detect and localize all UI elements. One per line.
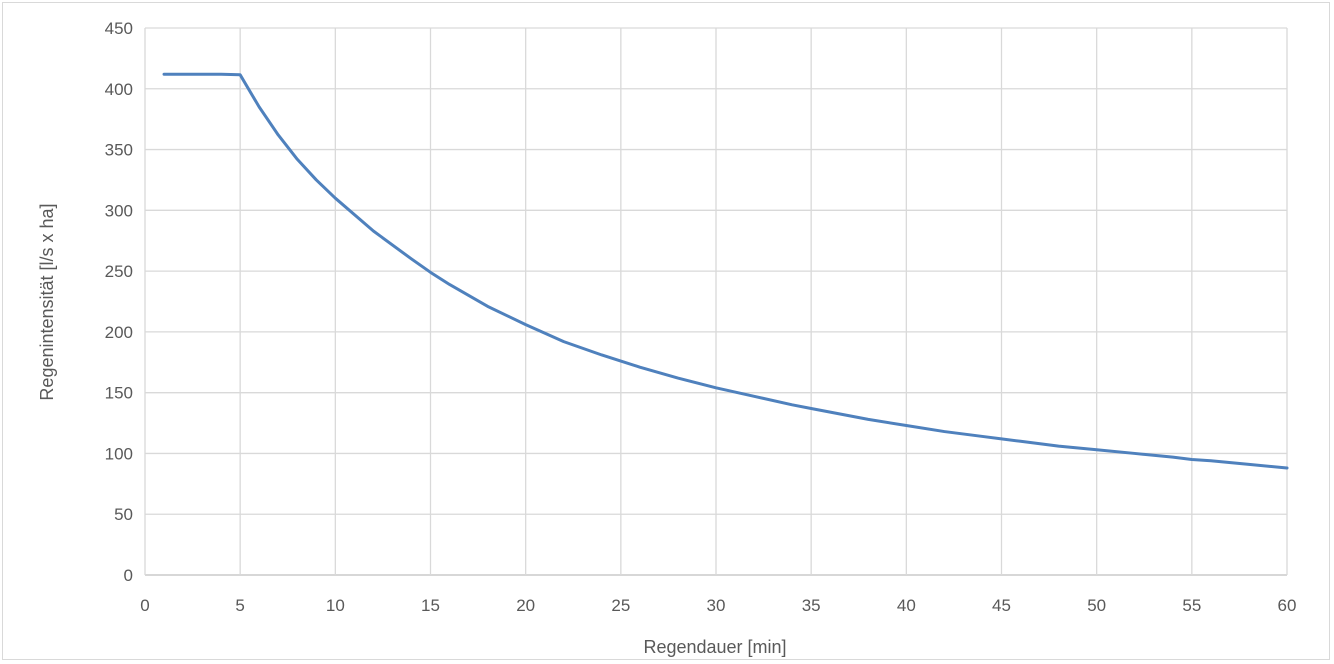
y-tick-label-350: 350 — [105, 141, 133, 160]
y-tick-label-150: 150 — [105, 384, 133, 403]
y-tick-label-400: 400 — [105, 80, 133, 99]
y-tick-label-200: 200 — [105, 323, 133, 342]
gridlines — [144, 27, 1288, 576]
series-line-0 — [162, 72, 1289, 470]
y-tick-label-450: 450 — [105, 19, 133, 38]
x-axis-title: Regendauer [min] — [643, 637, 786, 657]
x-tick-label-55: 55 — [1182, 596, 1201, 615]
y-tick-label-250: 250 — [105, 262, 133, 281]
x-tick-label-35: 35 — [802, 596, 821, 615]
y-tick-label-300: 300 — [105, 201, 133, 220]
x-tick-label-50: 50 — [1087, 596, 1106, 615]
x-axis-ticks: 0 5 10 15 20 25 30 35 40 45 50 55 60 — [140, 596, 1296, 615]
x-tick-label-60: 60 — [1278, 596, 1297, 615]
y-tick-label-100: 100 — [105, 444, 133, 463]
y-axis-ticks: 0 50 100 150 200 250 300 350 400 450 — [105, 19, 133, 585]
x-tick-label-20: 20 — [516, 596, 535, 615]
x-tick-label-40: 40 — [897, 596, 916, 615]
x-tick-label-15: 15 — [421, 596, 440, 615]
x-tick-label-0: 0 — [140, 596, 149, 615]
x-tick-label-10: 10 — [326, 596, 345, 615]
x-tick-label-30: 30 — [707, 596, 726, 615]
x-tick-label-45: 45 — [992, 596, 1011, 615]
x-tick-label-5: 5 — [235, 596, 244, 615]
y-axis-title: Regenintensität [l/s x ha] — [37, 203, 57, 400]
y-tick-label-50: 50 — [114, 505, 133, 524]
x-tick-label-25: 25 — [611, 596, 630, 615]
series-group — [162, 72, 1289, 470]
y-tick-label-0: 0 — [124, 566, 133, 585]
